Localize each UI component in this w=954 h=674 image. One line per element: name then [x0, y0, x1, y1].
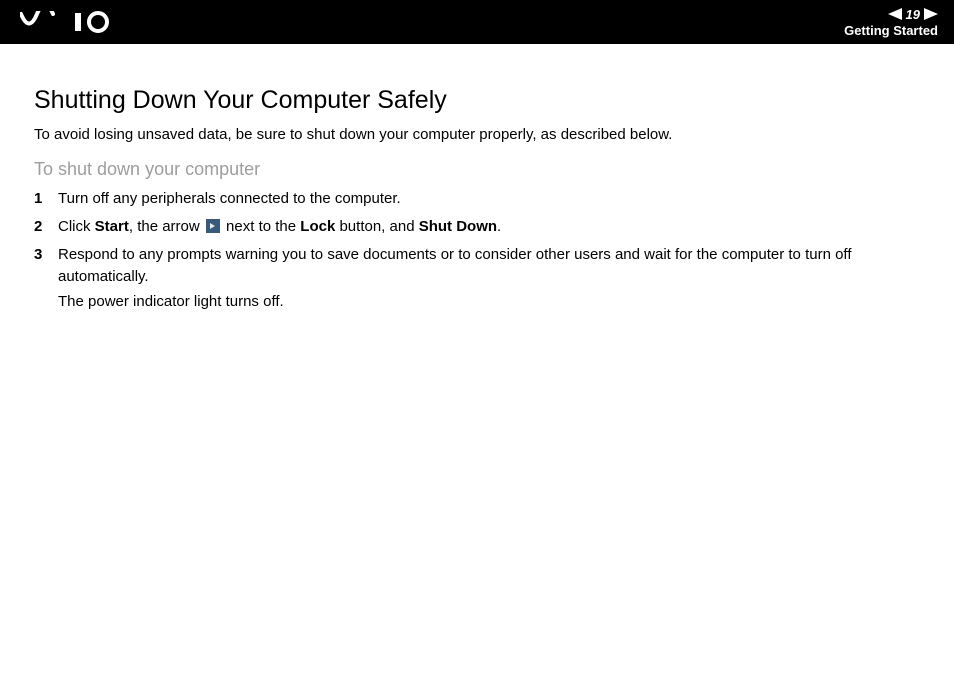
header-nav: 19 Getting Started — [844, 7, 938, 38]
section-label: Getting Started — [844, 23, 938, 38]
intro-paragraph: To avoid losing unsaved data, be sure to… — [34, 125, 920, 145]
procedure-subheading: To shut down your computer — [34, 159, 920, 180]
page-number: 19 — [906, 7, 920, 22]
bold-term: Shut Down — [419, 218, 497, 235]
step-item: Click Start, the arrow next to the Lock … — [34, 216, 920, 238]
page-header: 19 Getting Started — [0, 0, 954, 44]
page-content: Shutting Down Your Computer Safely To av… — [0, 44, 954, 313]
next-page-arrow-icon[interactable] — [924, 8, 938, 20]
page-title: Shutting Down Your Computer Safely — [34, 86, 920, 115]
page-pager: 19 — [844, 7, 938, 22]
vaio-logo — [20, 11, 130, 33]
step-text: Turn off any peripherals connected to th… — [58, 188, 920, 210]
prev-page-arrow-icon[interactable] — [888, 8, 902, 20]
step-item: Turn off any peripherals connected to th… — [34, 188, 920, 210]
step-body: Click Start, the arrow next to the Lock … — [58, 216, 920, 238]
step-followup: The power indicator light turns off. — [58, 291, 920, 313]
step-item: Respond to any prompts warning you to sa… — [34, 244, 920, 313]
arrow-next-icon — [206, 219, 220, 233]
step-body: Respond to any prompts warning you to sa… — [58, 244, 920, 313]
step-text: Respond to any prompts warning you to sa… — [58, 244, 920, 288]
step-text: Click Start, the arrow next to the Lock … — [58, 216, 920, 238]
bold-term: Lock — [300, 218, 335, 235]
steps-list: Turn off any peripherals connected to th… — [34, 188, 920, 313]
step-body: Turn off any peripherals connected to th… — [58, 188, 920, 210]
bold-term: Start — [95, 218, 129, 235]
